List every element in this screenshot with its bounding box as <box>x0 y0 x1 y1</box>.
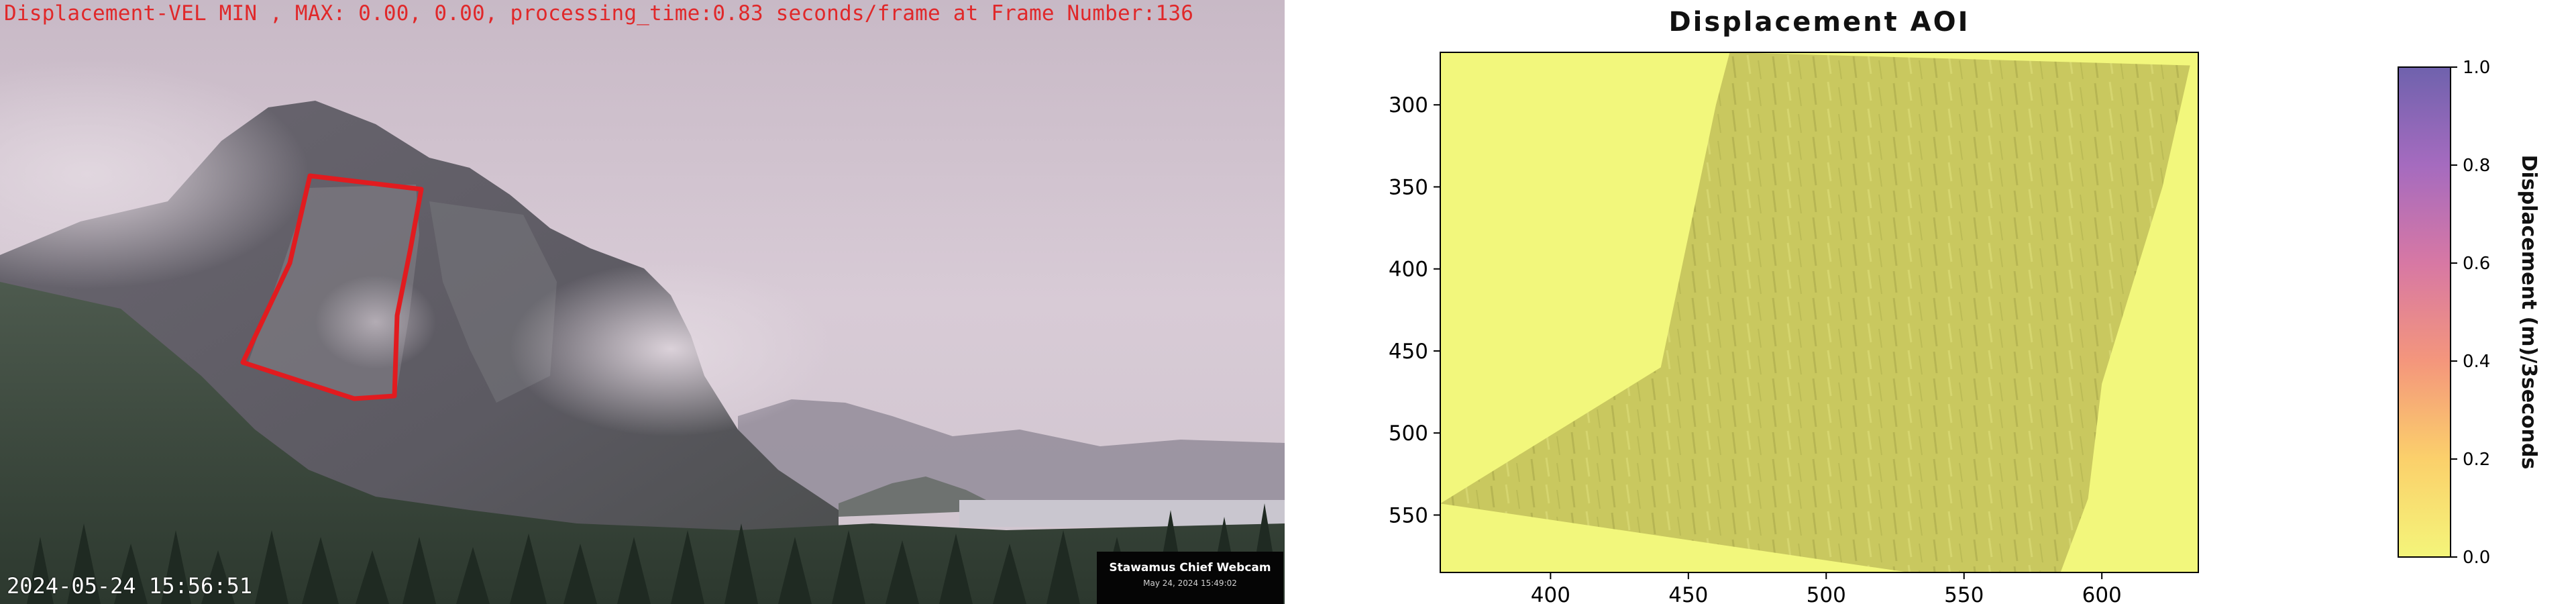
colorbar-tick-label: 0.2 <box>2463 450 2490 470</box>
plot-frame <box>1440 52 2199 573</box>
y-tick-label: 400 <box>1389 258 1428 282</box>
x-tick-label: 500 <box>1807 583 1846 604</box>
y-tick-label: 450 <box>1389 340 1428 364</box>
webcam-badge-title: Stawamus Chief Webcam <box>1109 561 1271 574</box>
colorbar-ticks: 0.0 0.2 0.4 0.6 0.8 1.0 <box>2451 58 2490 568</box>
colorbar-tick-label: 1.0 <box>2463 58 2490 78</box>
displacement-chart-panel: Displacement AOI 400 450 500 550 600 300 350 4… <box>1285 0 2576 604</box>
webcam-badge: Stawamus Chief Webcam May 24, 2024 15:49… <box>1097 552 1283 604</box>
aoi-region <box>1440 52 2190 572</box>
chart-title: Displacement AOI <box>1668 7 1970 38</box>
y-tick-label: 300 <box>1389 93 1428 117</box>
colorbar-tick-label: 0.8 <box>2463 156 2490 176</box>
aoi-polygon <box>240 173 424 401</box>
x-axis: 400 450 500 550 600 <box>1531 572 2122 604</box>
x-tick-label: 400 <box>1531 583 1570 604</box>
colorbar <box>2398 66 2451 558</box>
x-tick-label: 600 <box>2082 583 2122 604</box>
colorbar-label: Displacement (m)/3seconds <box>2517 155 2540 470</box>
x-tick-label: 550 <box>1944 583 1984 604</box>
webcam-panel: Displacement-VEL MIN , MAX: 0.00, 0.00, … <box>0 0 1285 604</box>
displacement-chart: Displacement AOI 400 450 500 550 600 300 350 4… <box>1389 7 2540 604</box>
colorbar-tick-label: 0.4 <box>2463 352 2490 372</box>
y-axis: 300 350 400 450 500 550 <box>1389 93 1440 527</box>
colorbar-tick-label: 0.0 <box>2463 548 2490 568</box>
overlay-title: Displacement-VEL MIN , MAX: 0.00, 0.00, … <box>4 1 1194 26</box>
timestamp-text: 2024-05-24 15:56:51 <box>7 573 253 599</box>
y-tick-label: 550 <box>1389 503 1428 527</box>
webcam-image <box>0 0 1285 604</box>
y-tick-label: 500 <box>1389 421 1428 446</box>
y-tick-label: 350 <box>1389 175 1428 199</box>
webcam-badge-date: May 24, 2024 15:49:02 <box>1143 578 1237 588</box>
x-tick-label: 450 <box>1668 583 1708 604</box>
colorbar-tick-label: 0.6 <box>2463 254 2490 274</box>
